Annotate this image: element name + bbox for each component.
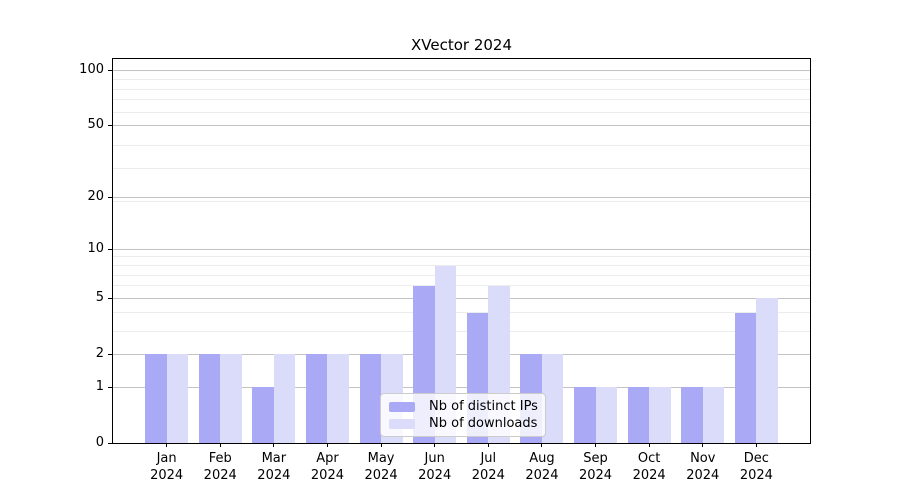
y-tick-label: 20 (87, 189, 104, 205)
chart-title: XVector 2024 (410, 36, 512, 54)
gridline-major (113, 297, 810, 299)
bar-distinct-ips (305, 354, 328, 443)
gridline-minor (113, 265, 810, 266)
bar-downloads (756, 298, 778, 443)
legend-item-downloads: Nb of downloads (389, 415, 545, 432)
x-tick-label: Jan 2024 (150, 451, 184, 483)
x-tick-mark (648, 443, 650, 447)
x-tick-label: Jul 2024 (471, 451, 505, 483)
legend-swatch-distinct-ips (389, 401, 415, 412)
x-tick-mark (487, 443, 489, 447)
y-tick-mark (108, 386, 113, 388)
bar-distinct-ips (145, 354, 167, 443)
y-tick-mark (108, 69, 113, 71)
y-tick-label: 5 (95, 290, 104, 306)
y-tick-mark (108, 248, 113, 250)
gridline-minor (113, 285, 810, 287)
gridline-minor (113, 330, 810, 332)
gridline-major (113, 248, 810, 250)
gridline-minor (113, 274, 810, 276)
x-tick-mark (434, 443, 436, 447)
gridline-minor (113, 200, 810, 202)
bar-distinct-ips (198, 354, 221, 443)
y-tick-label: 10 (87, 241, 104, 257)
x-tick-mark (755, 443, 757, 447)
bar-distinct-ips (627, 387, 650, 443)
x-tick-mark (326, 443, 328, 447)
y-tick-mark (108, 124, 113, 126)
x-tick-label: Apr 2024 (310, 451, 344, 483)
gridline-major (113, 353, 810, 355)
y-tick-mark (108, 442, 113, 444)
bar-distinct-ips (681, 387, 703, 443)
y-tick-label: 2 (95, 346, 104, 362)
x-tick-label: Sep 2024 (578, 451, 613, 483)
bar-distinct-ips (359, 354, 382, 443)
gridline-minor (113, 79, 810, 80)
gridline-major (113, 196, 810, 198)
gridline-major (113, 69, 810, 71)
x-tick-mark (273, 443, 275, 447)
gridline-minor (113, 88, 810, 90)
y-tick-label: 1 (95, 379, 104, 394)
x-tick-label: May 2024 (364, 451, 398, 483)
gridline-minor (113, 99, 810, 101)
gridline-minor (113, 312, 810, 314)
x-tick-label: Jun 2024 (418, 451, 452, 483)
bar-distinct-ips (734, 312, 757, 443)
y-tick-mark (108, 353, 113, 355)
bar-downloads (541, 354, 564, 443)
y-tick-mark (108, 196, 113, 198)
x-tick-mark (380, 443, 382, 447)
x-tick-mark (541, 443, 543, 447)
bar-downloads (649, 387, 671, 443)
gridline-minor (113, 111, 810, 113)
legend-label-distinct-ips: Nb of distinct IPs (429, 399, 538, 414)
y-tick-mark (108, 297, 113, 299)
y-tick-label: 50 (87, 117, 104, 133)
x-tick-mark (702, 443, 704, 447)
x-tick-label: Feb 2024 (203, 451, 237, 483)
x-tick-mark (219, 443, 221, 447)
gridline-major (113, 124, 810, 126)
bar-downloads (166, 354, 189, 443)
bar-distinct-ips (574, 387, 596, 443)
bar-downloads (327, 354, 349, 443)
gridline-minor (113, 256, 810, 258)
x-tick-label: Nov 2024 (686, 451, 720, 483)
legend: Nb of distinct IPs Nb of downloads (380, 393, 546, 437)
y-tick-label: 100 (79, 62, 104, 78)
bar-downloads (273, 354, 296, 443)
legend-item-distinct-ips: Nb of distinct IPs (389, 398, 545, 415)
bar-downloads (702, 387, 725, 443)
x-tick-label: Oct 2024 (632, 451, 666, 483)
legend-swatch-downloads (389, 418, 415, 429)
bar-distinct-ips (252, 387, 274, 443)
gridline-major (113, 386, 810, 388)
gridline-minor (113, 167, 810, 169)
x-tick-label: Mar 2024 (257, 451, 291, 483)
y-tick-label: 0 (95, 435, 104, 450)
bar-downloads (595, 387, 618, 443)
x-tick-label: Dec 2024 (739, 451, 773, 483)
bar-downloads (220, 354, 242, 443)
x-tick-mark (595, 443, 597, 447)
gridline-minor (113, 144, 810, 146)
x-tick-label: Aug 2024 (525, 451, 559, 483)
plot-area (112, 58, 811, 444)
legend-label-downloads: Nb of downloads (429, 416, 538, 431)
x-tick-mark (166, 443, 168, 447)
